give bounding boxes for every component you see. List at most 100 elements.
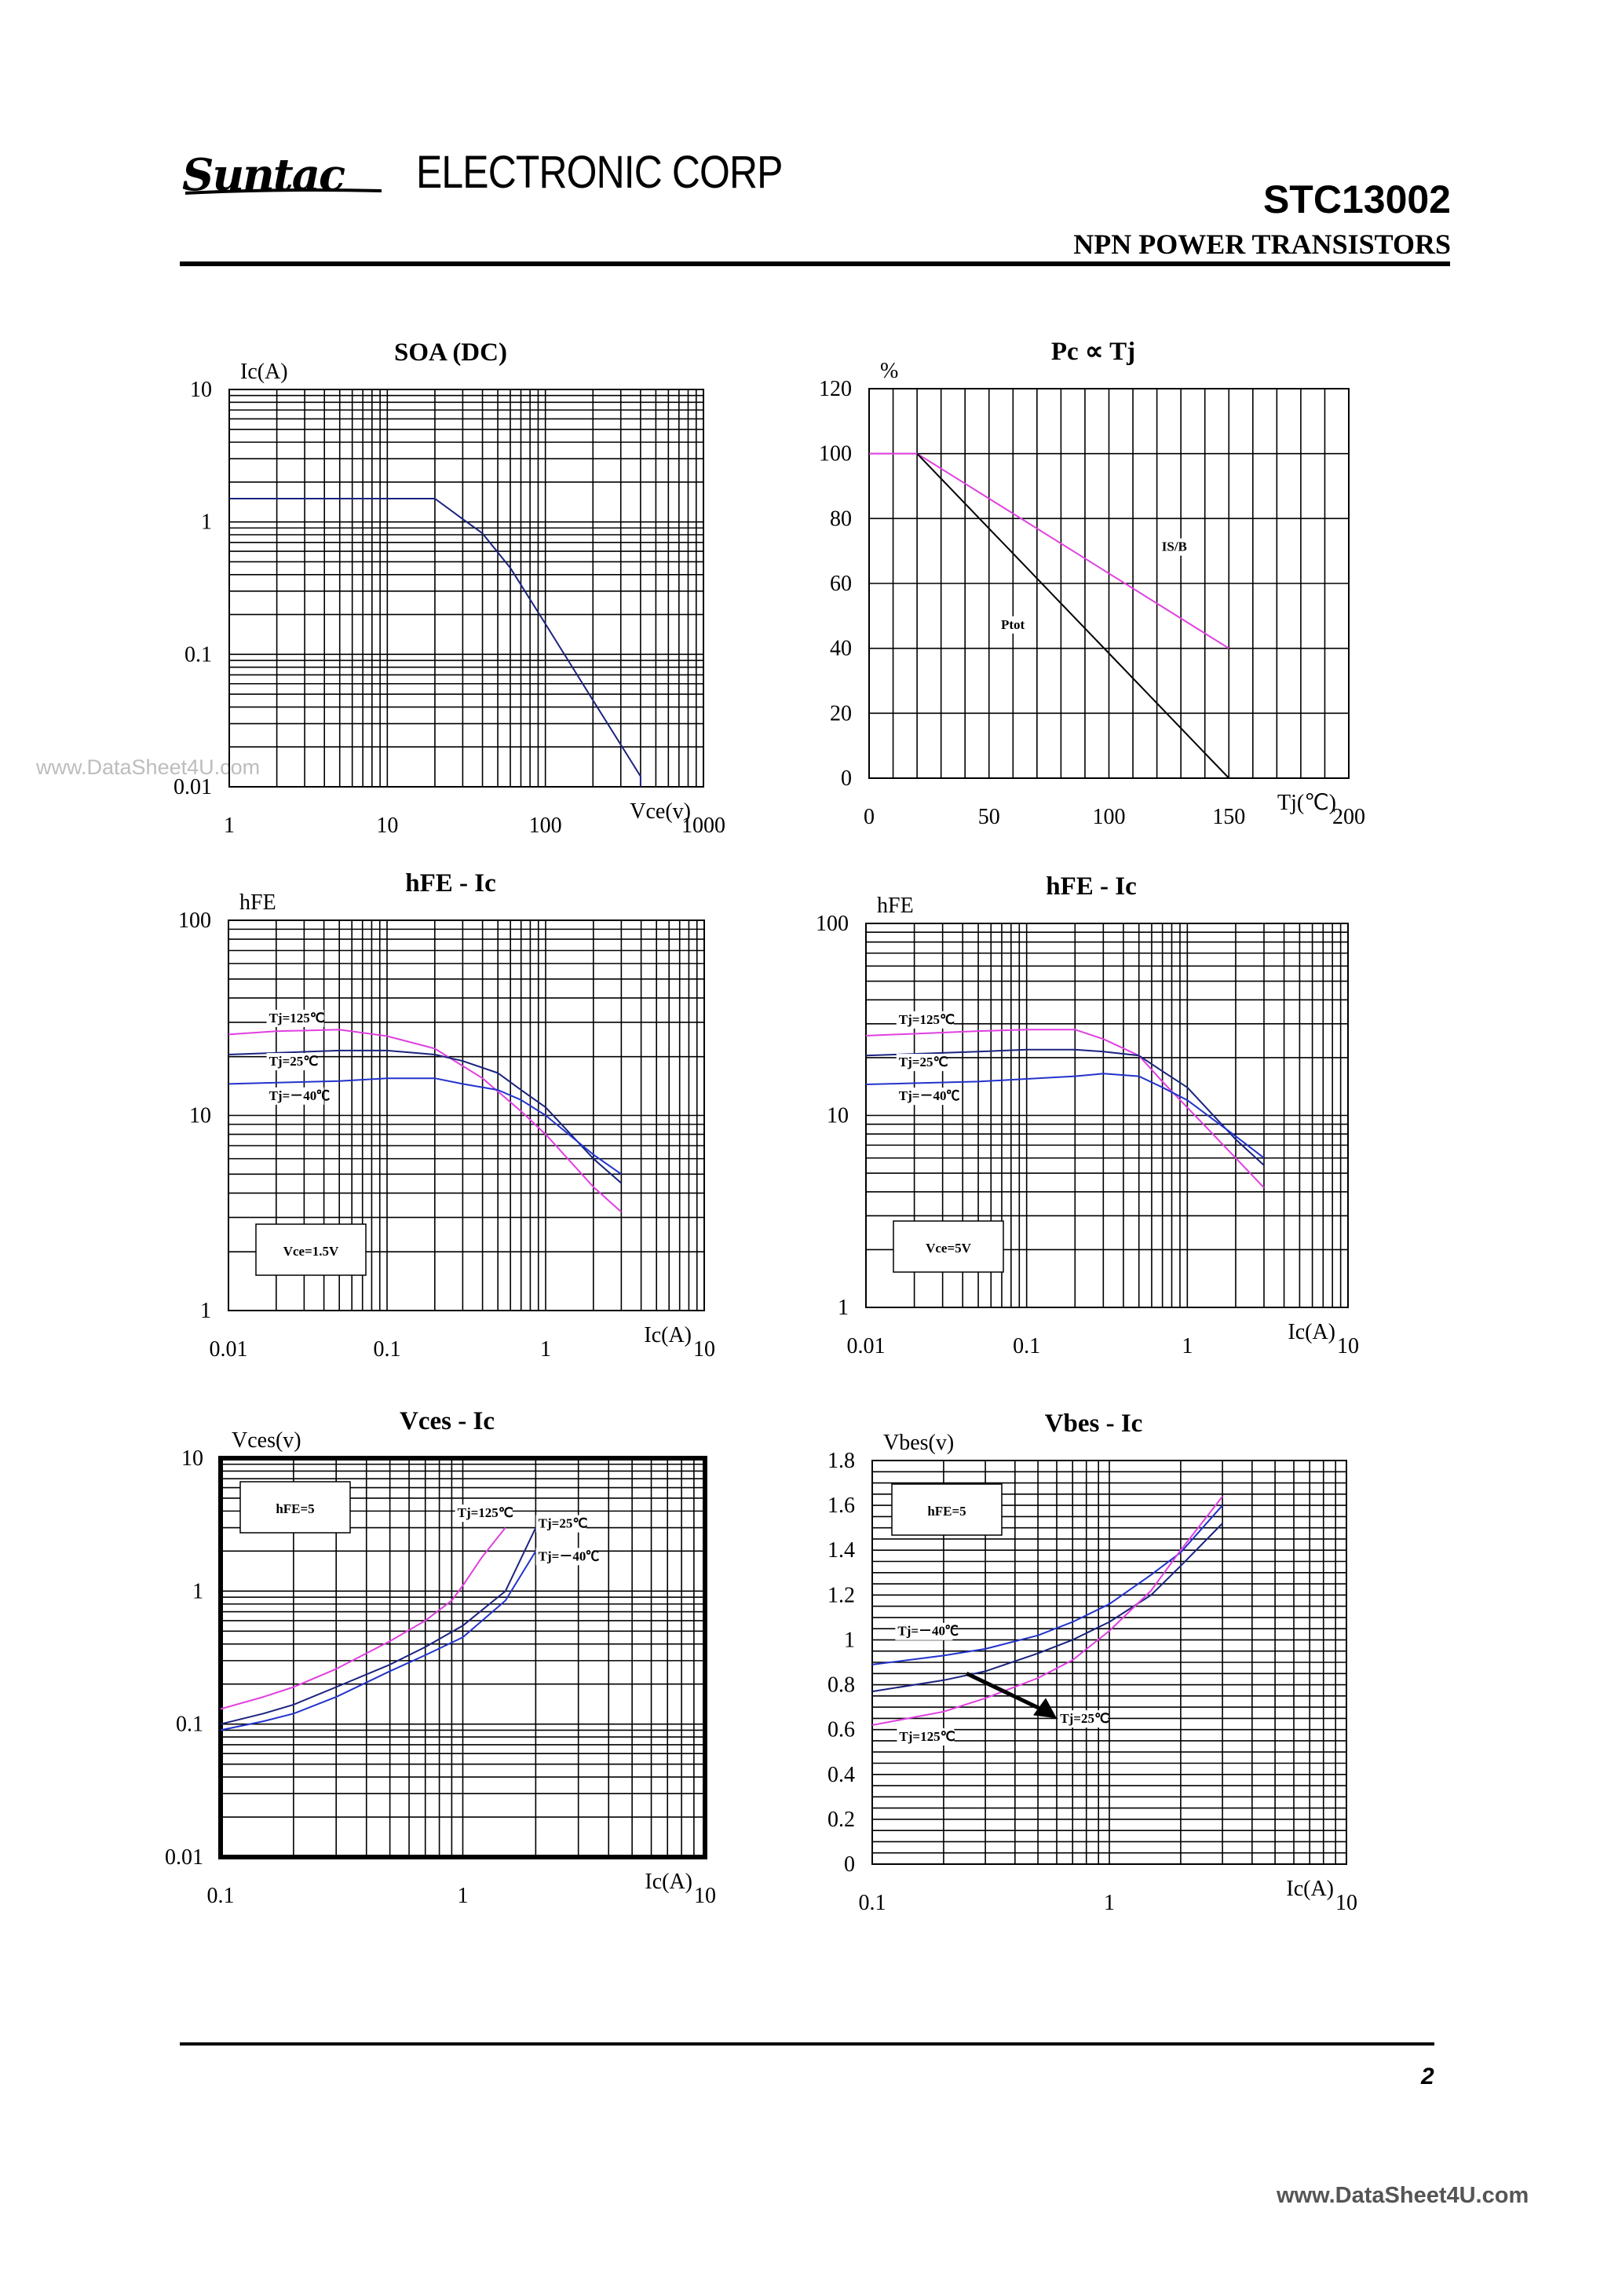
x-tick-label: 200 — [1332, 805, 1365, 829]
document-subtitle: NPN POWER TRANSISTORS — [1073, 229, 1451, 260]
x-axis-label: Ic(A) — [645, 1870, 692, 1894]
series-line — [871, 1504, 1223, 1665]
x-axis-label: Tj(℃) — [1277, 791, 1336, 815]
series-line — [228, 1029, 623, 1213]
label-bg — [535, 1515, 586, 1533]
series-line — [228, 1077, 622, 1175]
grid — [868, 388, 1350, 779]
plot-frame — [868, 388, 1350, 779]
label-bg — [999, 616, 1036, 634]
label-bg — [897, 1727, 955, 1746]
series-label: Tj=－40℃ — [539, 1548, 600, 1563]
y-tick-label: 20 — [830, 701, 852, 726]
x-tick-label: 10 — [376, 813, 398, 838]
y-axis-label: % — [880, 359, 898, 383]
label-bg — [896, 1011, 954, 1029]
y-tick-label: 0 — [844, 1852, 855, 1877]
series-line — [865, 1048, 1265, 1166]
grid — [865, 923, 1348, 1308]
chart-pc_tj: Pc ∝ Tj% Tj(℃) 0 50 100 150 200 0 20 40 60 80 100 120… — [819, 338, 1365, 829]
condition-box — [893, 1220, 1004, 1273]
condition-box — [255, 1223, 367, 1276]
chart-soa: SOA (DC) Ic(A) Vce(v) 1 10 100 1000 0.01 0.1 1 10 — [174, 338, 725, 838]
grid — [228, 920, 704, 1311]
y-axis-label: hFE — [877, 894, 914, 918]
label-bg — [896, 1088, 954, 1106]
chart-title: hFE - Ic — [1046, 872, 1137, 901]
x-tick-label: 0.01 — [847, 1334, 886, 1358]
y-tick-label: 60 — [830, 572, 852, 596]
x-tick-label: 0.01 — [210, 1337, 248, 1362]
chart-hfe_5: hFE - Ic hFE Ic(A) 0.01 0.1 1 10 1 10 100 Vce=5V Tj… — [816, 872, 1359, 1358]
company-name: ELECTRONIC CORP — [416, 147, 783, 198]
series-label: Tj=125℃ — [458, 1505, 513, 1520]
plot-frame — [865, 923, 1349, 1308]
x-tick-label: 0.1 — [1013, 1334, 1040, 1358]
y-tick-label: 80 — [830, 506, 852, 531]
series-line — [220, 1550, 537, 1731]
series-line — [871, 1496, 1223, 1726]
x-tick-label: 0 — [864, 805, 875, 829]
condition-label: hFE=5 — [276, 1501, 314, 1516]
x-tick-label: 1 — [224, 813, 235, 838]
y-axis-label: hFE — [239, 890, 276, 915]
footer-watermark: www.DataSheet4U.com — [1277, 2183, 1529, 2208]
y-tick-label: 1.2 — [827, 1583, 855, 1607]
chart-hfe_1p5: hFE - Ic hFE Ic(A) 0.01 0.1 1 10 1 10 100 Vce=1.5V… — [178, 869, 715, 1362]
series-line — [865, 1073, 1265, 1159]
chart-title: Vces - Ic — [400, 1407, 495, 1435]
x-tick-label: 0.1 — [207, 1884, 235, 1908]
y-tick-label: 1 — [844, 1628, 855, 1652]
footer-rule — [180, 2042, 1434, 2046]
side-watermark: www.DataSheet4U.com — [36, 755, 261, 779]
y-axis-label: Ic(A) — [240, 360, 288, 384]
label-bg — [535, 1548, 594, 1566]
x-tick-label: 1 — [1182, 1334, 1193, 1358]
y-tick-label: 0.1 — [184, 642, 212, 667]
x-tick-label: 100 — [529, 813, 562, 838]
x-axis-label: Ic(A) — [1288, 1320, 1335, 1344]
series-line — [220, 1526, 506, 1710]
series-line — [229, 498, 641, 787]
series-label: Tj=125℃ — [899, 1729, 955, 1744]
y-tick-label: 1.4 — [827, 1538, 855, 1563]
y-tick-label: 0.01 — [174, 775, 212, 799]
x-tick-label: 50 — [978, 805, 1000, 829]
y-tick-label: 1 — [201, 510, 212, 535]
label-bg — [896, 1054, 947, 1072]
y-tick-label: 100 — [816, 912, 849, 936]
series-label: Tj=125℃ — [269, 1011, 325, 1026]
y-axis-label: Vces(v) — [232, 1428, 301, 1453]
series-line — [865, 1029, 1265, 1189]
condition-label: hFE=5 — [927, 1504, 966, 1519]
label-bg — [1159, 538, 1196, 556]
x-tick-label: 1 — [540, 1337, 551, 1362]
chart-title: Vbes - Ic — [1045, 1409, 1143, 1438]
y-axis-label: Vbes(v) — [883, 1431, 954, 1455]
y-tick-label: 100 — [819, 442, 852, 466]
series-label: Tj=25℃ — [269, 1054, 319, 1069]
arrowhead-icon — [1033, 1698, 1058, 1719]
y-tick-label: 1 — [838, 1296, 849, 1320]
condition-label: Vce=1.5V — [283, 1244, 339, 1259]
y-tick-label: 10 — [190, 378, 212, 402]
chart-title: hFE - Ic — [405, 869, 496, 898]
part-number: STC13002 — [1262, 177, 1451, 221]
series-label: Tj=125℃ — [899, 1012, 955, 1027]
label-bg — [455, 1504, 513, 1523]
chart-vbes: Vbes - Ic Vbes(v) Ic(A) 0.1 1 10 0 0.2 0.4 0.6 0.8… — [827, 1409, 1357, 1915]
condition-box — [239, 1481, 351, 1534]
condition-box — [891, 1483, 1003, 1536]
series-label: Tj=25℃ — [899, 1055, 948, 1069]
y-tick-label: 0.4 — [827, 1763, 855, 1787]
series-line — [220, 1527, 537, 1725]
plot-frame — [218, 1456, 707, 1859]
chart-title: Pc ∝ Tj — [1051, 338, 1135, 366]
series-label: Tj=25℃ — [539, 1516, 588, 1531]
x-tick-label: 100 — [1093, 805, 1126, 829]
x-tick-label: 150 — [1212, 805, 1245, 829]
series-label: Tj=－40℃ — [269, 1088, 331, 1103]
page-number: 2 — [1421, 2064, 1434, 2089]
